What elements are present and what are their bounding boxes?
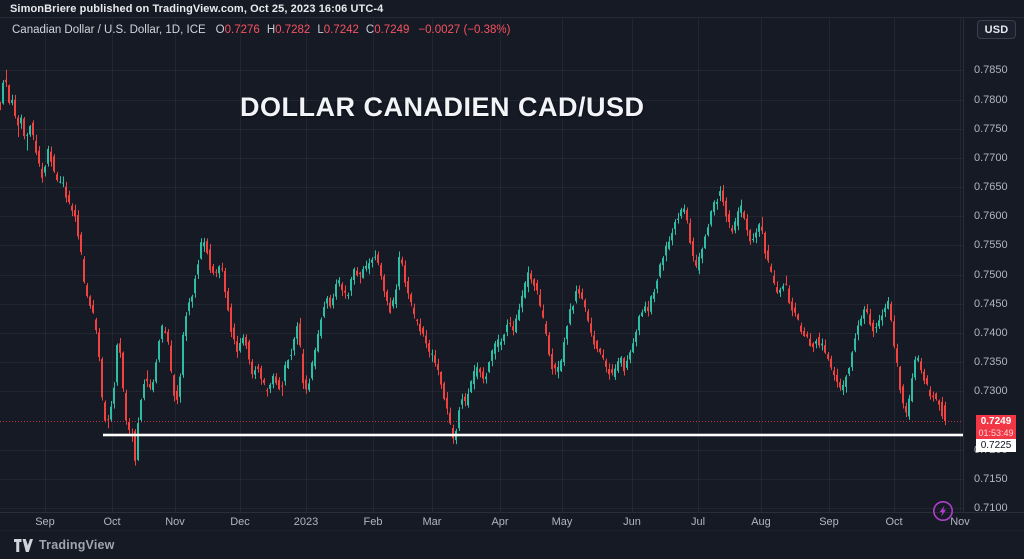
price-tick-label: 0.7100 <box>974 501 1008 514</box>
tradingview-brand-text[interactable]: TradingView <box>39 538 115 552</box>
time-axis-label: Sep <box>819 516 839 528</box>
time-axis-label: Feb <box>363 516 383 528</box>
price-tick-label: 0.7450 <box>974 297 1008 310</box>
price-tick-label: 0.7700 <box>974 151 1008 164</box>
lightning-bolt-icon[interactable] <box>931 499 955 523</box>
attribution-bar: SimonBriere published on TradingView.com… <box>0 0 1024 18</box>
time-axis-label: Nov <box>165 516 185 528</box>
footer-bar: TradingView <box>0 530 1024 559</box>
attribution-text: SimonBriere published on TradingView.com… <box>10 2 384 15</box>
time-axis-label: Nov <box>950 516 970 528</box>
price-tick-label: 0.7650 <box>974 181 1008 194</box>
time-axis-label: Jul <box>690 516 706 528</box>
drawing-price-badge: 0.7225 <box>976 439 1016 452</box>
time-axis-label: Aug <box>751 516 771 528</box>
time-axis-label: Dec <box>230 516 250 528</box>
symbol-title[interactable]: Canadian Dollar / U.S. Dollar, 1D, ICE <box>12 24 206 36</box>
time-axis-label: May <box>551 516 573 528</box>
bar-countdown-badge: 01:53:49 <box>976 427 1016 439</box>
ohlc-values: O0.7276 H0.7282 L0.7242 C0.7249 <box>216 24 417 36</box>
price-tick-label: 0.7850 <box>974 64 1008 77</box>
price-tick-label: 0.7400 <box>974 326 1008 339</box>
ohlc-pair: C0.7249 <box>365 24 410 36</box>
price-tick-label: 0.7300 <box>974 385 1008 398</box>
symbol-legend: Canadian Dollar / U.S. Dollar, 1D, ICE O… <box>12 22 510 38</box>
price-axis[interactable]: 0.7850 0.7800 0.7750 0.7700 0.7650 0.7600 0.75… <box>963 18 1024 514</box>
ohlc-pair: O0.7276 <box>215 24 260 36</box>
time-axis-label: Mar <box>422 516 442 528</box>
ohlc-pair: L0.7242 <box>317 24 359 36</box>
tradingview-logo-icon[interactable] <box>14 538 33 552</box>
currency-toggle-button[interactable]: USD <box>977 20 1016 39</box>
time-axis-label: Apr <box>491 516 509 528</box>
change-value: −0.0027 (−0.38%) <box>418 24 511 36</box>
price-tick-label: 0.7600 <box>974 210 1008 223</box>
time-axis-label: Sep <box>35 516 55 528</box>
price-tick-label: 0.7800 <box>974 93 1008 106</box>
price-tick-label: 0.7750 <box>974 122 1008 135</box>
ohlc-pair: H0.7282 <box>266 24 311 36</box>
price-tick-label: 0.7550 <box>974 239 1008 252</box>
chart-title-annotation: DOLLAR CANADIEN CAD/USD <box>240 92 645 122</box>
price-tick-label: 0.7500 <box>974 268 1008 281</box>
time-axis-label: Oct <box>103 516 121 528</box>
last-price-badge: 0.7249 <box>976 414 1016 428</box>
time-axis-label: 2023 <box>293 516 319 528</box>
price-tick-label: 0.7350 <box>974 356 1008 369</box>
time-axis-label: Oct <box>885 516 903 528</box>
time-axis-label: Jun <box>623 516 641 528</box>
price-tick-label: 0.7150 <box>974 472 1008 485</box>
candlestick-chart[interactable] <box>0 18 963 512</box>
time-axis[interactable]: Sep Oct Nov Dec 2023 Feb Mar Apr May Jun Jul Aug Sep… <box>0 512 1024 530</box>
